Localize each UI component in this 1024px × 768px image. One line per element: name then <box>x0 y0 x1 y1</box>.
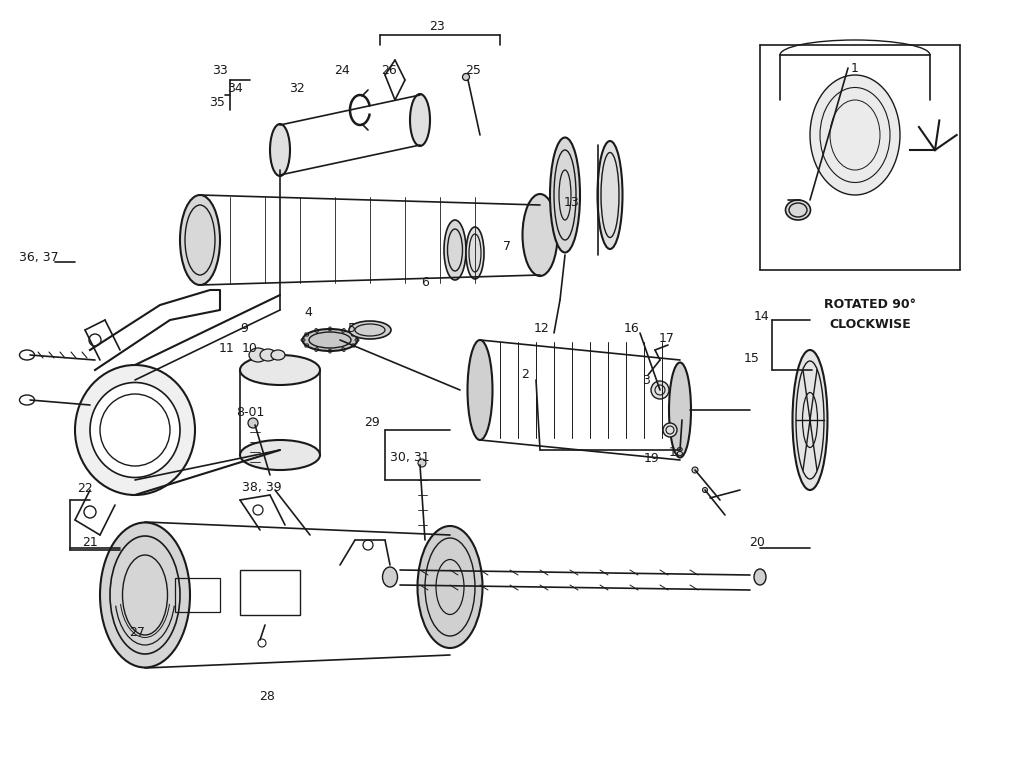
Ellipse shape <box>260 349 276 361</box>
Ellipse shape <box>785 200 811 220</box>
Text: 23: 23 <box>429 19 444 32</box>
Ellipse shape <box>410 94 430 146</box>
Ellipse shape <box>240 355 319 385</box>
Text: 13: 13 <box>564 197 580 210</box>
Text: 27: 27 <box>129 627 145 640</box>
Ellipse shape <box>669 362 691 458</box>
Ellipse shape <box>240 440 319 470</box>
Ellipse shape <box>270 124 290 176</box>
Ellipse shape <box>418 459 426 467</box>
Text: 17: 17 <box>659 332 675 345</box>
Ellipse shape <box>651 381 669 399</box>
Text: 14: 14 <box>754 310 770 323</box>
Ellipse shape <box>550 137 580 253</box>
Ellipse shape <box>795 355 825 485</box>
Ellipse shape <box>468 340 493 440</box>
Ellipse shape <box>754 569 766 585</box>
Text: 38, 39: 38, 39 <box>243 482 282 495</box>
Text: 8-01: 8-01 <box>236 406 264 419</box>
Text: 5: 5 <box>348 322 356 335</box>
Text: 28: 28 <box>259 690 274 703</box>
Text: 1: 1 <box>851 61 859 74</box>
Text: 22: 22 <box>77 482 93 495</box>
Text: 10: 10 <box>242 342 258 355</box>
Text: 9: 9 <box>240 322 248 335</box>
Ellipse shape <box>444 220 466 280</box>
Text: 30, 31: 30, 31 <box>390 452 430 465</box>
Text: 20: 20 <box>750 537 765 549</box>
Text: 32: 32 <box>289 81 305 94</box>
Ellipse shape <box>383 567 397 587</box>
Text: 34: 34 <box>227 81 243 94</box>
Ellipse shape <box>522 194 557 276</box>
Text: 16: 16 <box>624 322 640 335</box>
Ellipse shape <box>75 365 195 495</box>
Ellipse shape <box>418 526 482 648</box>
Text: 2: 2 <box>521 369 529 382</box>
Text: 19: 19 <box>644 452 659 465</box>
Text: 26: 26 <box>381 65 397 78</box>
Ellipse shape <box>249 348 267 362</box>
Text: 3: 3 <box>642 373 650 386</box>
Text: 15: 15 <box>744 352 760 365</box>
Text: 29: 29 <box>365 416 380 429</box>
Text: 7: 7 <box>503 240 511 253</box>
Text: 24: 24 <box>334 65 350 78</box>
Ellipse shape <box>90 382 180 478</box>
Ellipse shape <box>248 418 258 428</box>
Ellipse shape <box>271 350 285 360</box>
Ellipse shape <box>302 329 357 351</box>
Ellipse shape <box>466 227 484 279</box>
Ellipse shape <box>100 522 190 667</box>
Text: 35: 35 <box>209 97 225 110</box>
Ellipse shape <box>810 75 900 195</box>
Ellipse shape <box>663 423 677 437</box>
Text: CLOCKWISE: CLOCKWISE <box>829 319 911 332</box>
Text: 11: 11 <box>219 342 234 355</box>
Text: 36, 37: 36, 37 <box>19 251 58 264</box>
Text: ROTATED 90°: ROTATED 90° <box>824 299 916 312</box>
Text: 4: 4 <box>304 306 312 319</box>
Text: 25: 25 <box>465 65 481 78</box>
Ellipse shape <box>692 467 698 473</box>
Text: 12: 12 <box>535 322 550 335</box>
Ellipse shape <box>702 488 708 492</box>
Ellipse shape <box>597 141 623 249</box>
Ellipse shape <box>349 321 391 339</box>
Text: 18: 18 <box>669 446 685 459</box>
Ellipse shape <box>793 350 827 490</box>
Text: 21: 21 <box>82 537 98 549</box>
Ellipse shape <box>463 74 469 81</box>
Text: 6: 6 <box>421 276 429 289</box>
Text: 33: 33 <box>212 65 228 78</box>
Ellipse shape <box>180 195 220 285</box>
